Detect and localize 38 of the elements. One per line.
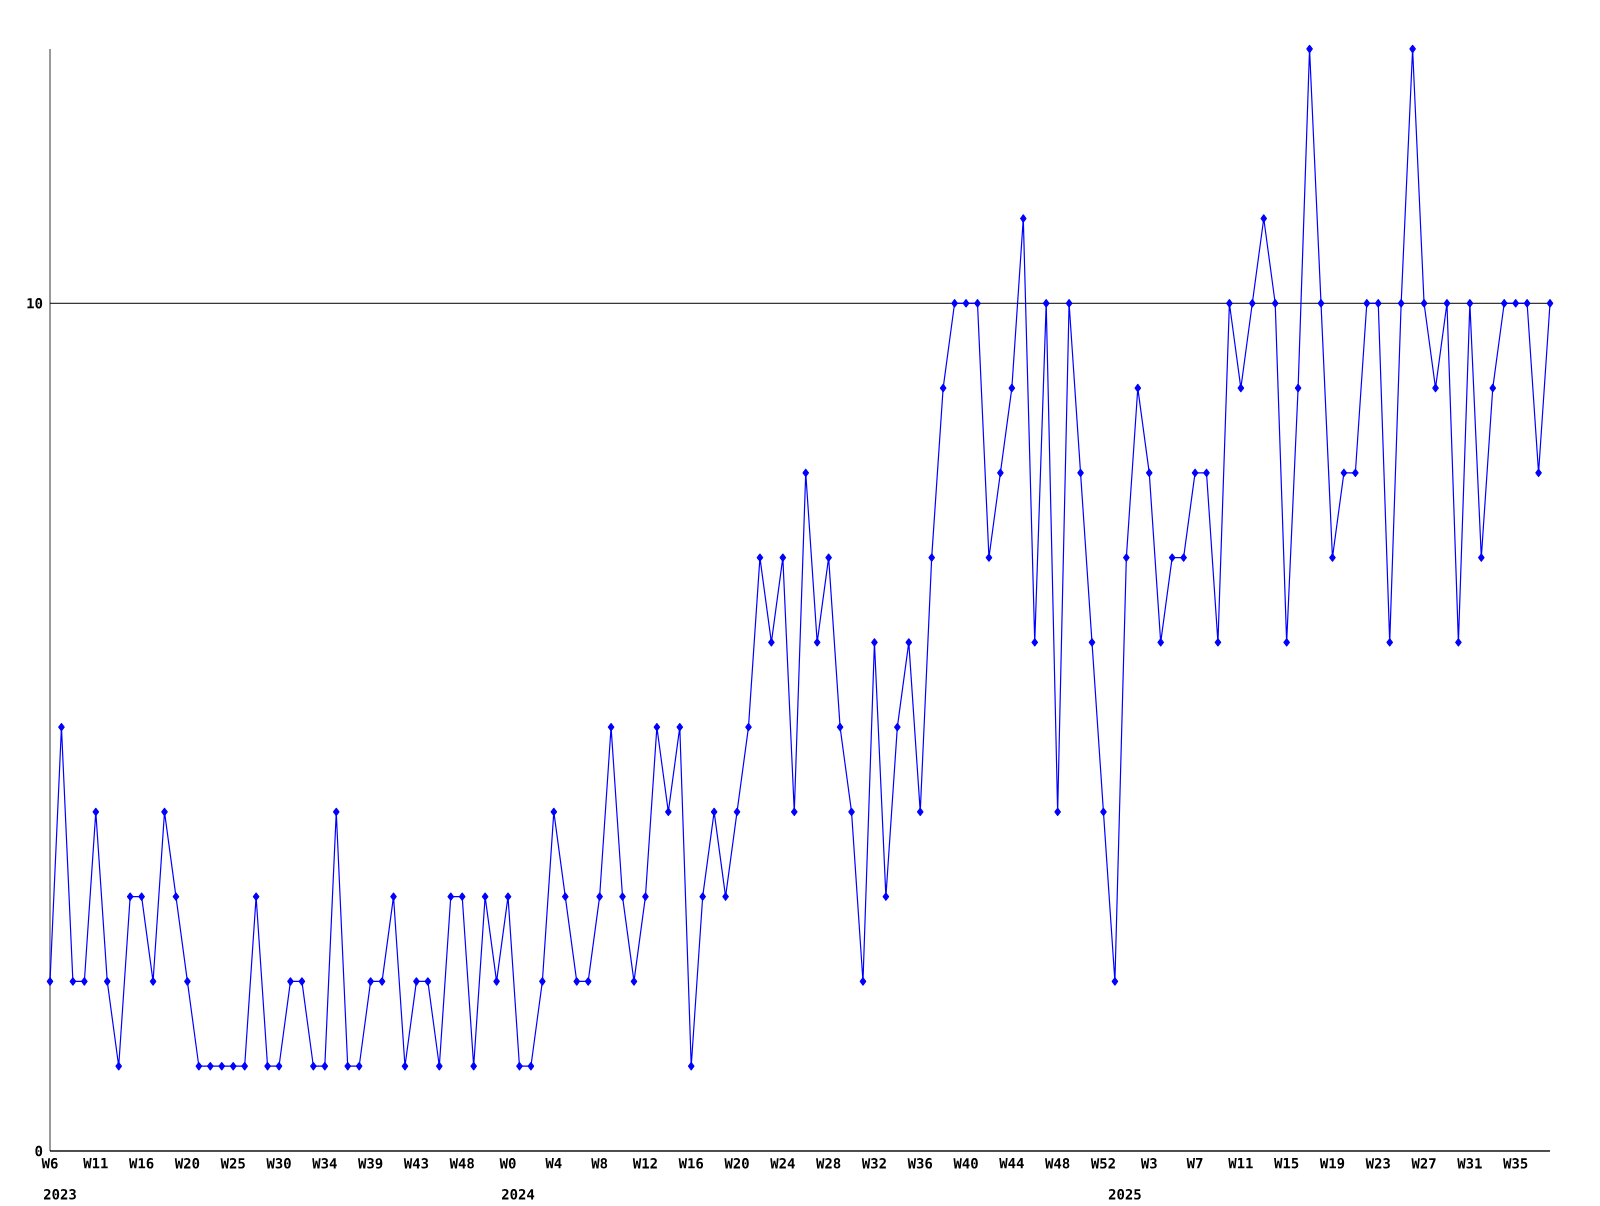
x-tick-label: W11 bbox=[83, 1157, 108, 1169]
x-tick-label: W52 bbox=[1090, 1157, 1115, 1169]
x-tick-label: W48 bbox=[449, 1157, 474, 1169]
x-tick-label: W32 bbox=[861, 1157, 886, 1169]
x-tick-label: W27 bbox=[1411, 1157, 1436, 1169]
x-tick-label: W16 bbox=[678, 1157, 704, 1169]
x-tick-label: W7 bbox=[1186, 1157, 1203, 1169]
x-tick-label: W11 bbox=[1228, 1157, 1253, 1169]
x-tick-label: W40 bbox=[953, 1157, 978, 1169]
y-tick-label: 0 bbox=[35, 1145, 43, 1157]
x-tick-label: W19 bbox=[1319, 1157, 1345, 1169]
x-tick-label: W8 bbox=[591, 1157, 608, 1169]
y-tick-label: 10 bbox=[27, 297, 43, 309]
x-tick-label: W31 bbox=[1457, 1157, 1482, 1169]
x-tick-label: W36 bbox=[907, 1157, 933, 1169]
x-tick-label: W48 bbox=[1045, 1157, 1070, 1169]
x-tick-label: W39 bbox=[358, 1157, 383, 1169]
x-tick-label: W28 bbox=[816, 1157, 841, 1169]
x-tick-label: W16 bbox=[129, 1157, 154, 1169]
x-tick-label: W0 bbox=[499, 1157, 516, 1169]
x-tick-label: W20 bbox=[724, 1157, 749, 1169]
x-tick-label: W34 bbox=[312, 1157, 337, 1169]
text: 2023 bbox=[43, 1188, 76, 1200]
x-tick-label: W25 bbox=[220, 1157, 245, 1169]
x-tick-label: W35 bbox=[1503, 1157, 1528, 1169]
x-tick-label: W6 bbox=[41, 1157, 58, 1169]
x-tick-label: W24 bbox=[770, 1157, 795, 1169]
text: 2024 bbox=[502, 1188, 535, 1200]
x-tick-label: W23 bbox=[1365, 1157, 1390, 1169]
x-tick-label: W44 bbox=[999, 1157, 1024, 1169]
text: 2025 bbox=[1108, 1188, 1141, 1200]
x-tick-label: W15 bbox=[1274, 1157, 1299, 1169]
x-tick-label: W12 bbox=[632, 1157, 657, 1169]
x-tick-label: W3 bbox=[1140, 1157, 1157, 1169]
x-tick-label: W43 bbox=[403, 1157, 429, 1169]
x-tick-label: W20 bbox=[174, 1157, 200, 1169]
x-tick-label: W30 bbox=[266, 1157, 291, 1169]
x-tick-label: W4 bbox=[545, 1157, 562, 1169]
